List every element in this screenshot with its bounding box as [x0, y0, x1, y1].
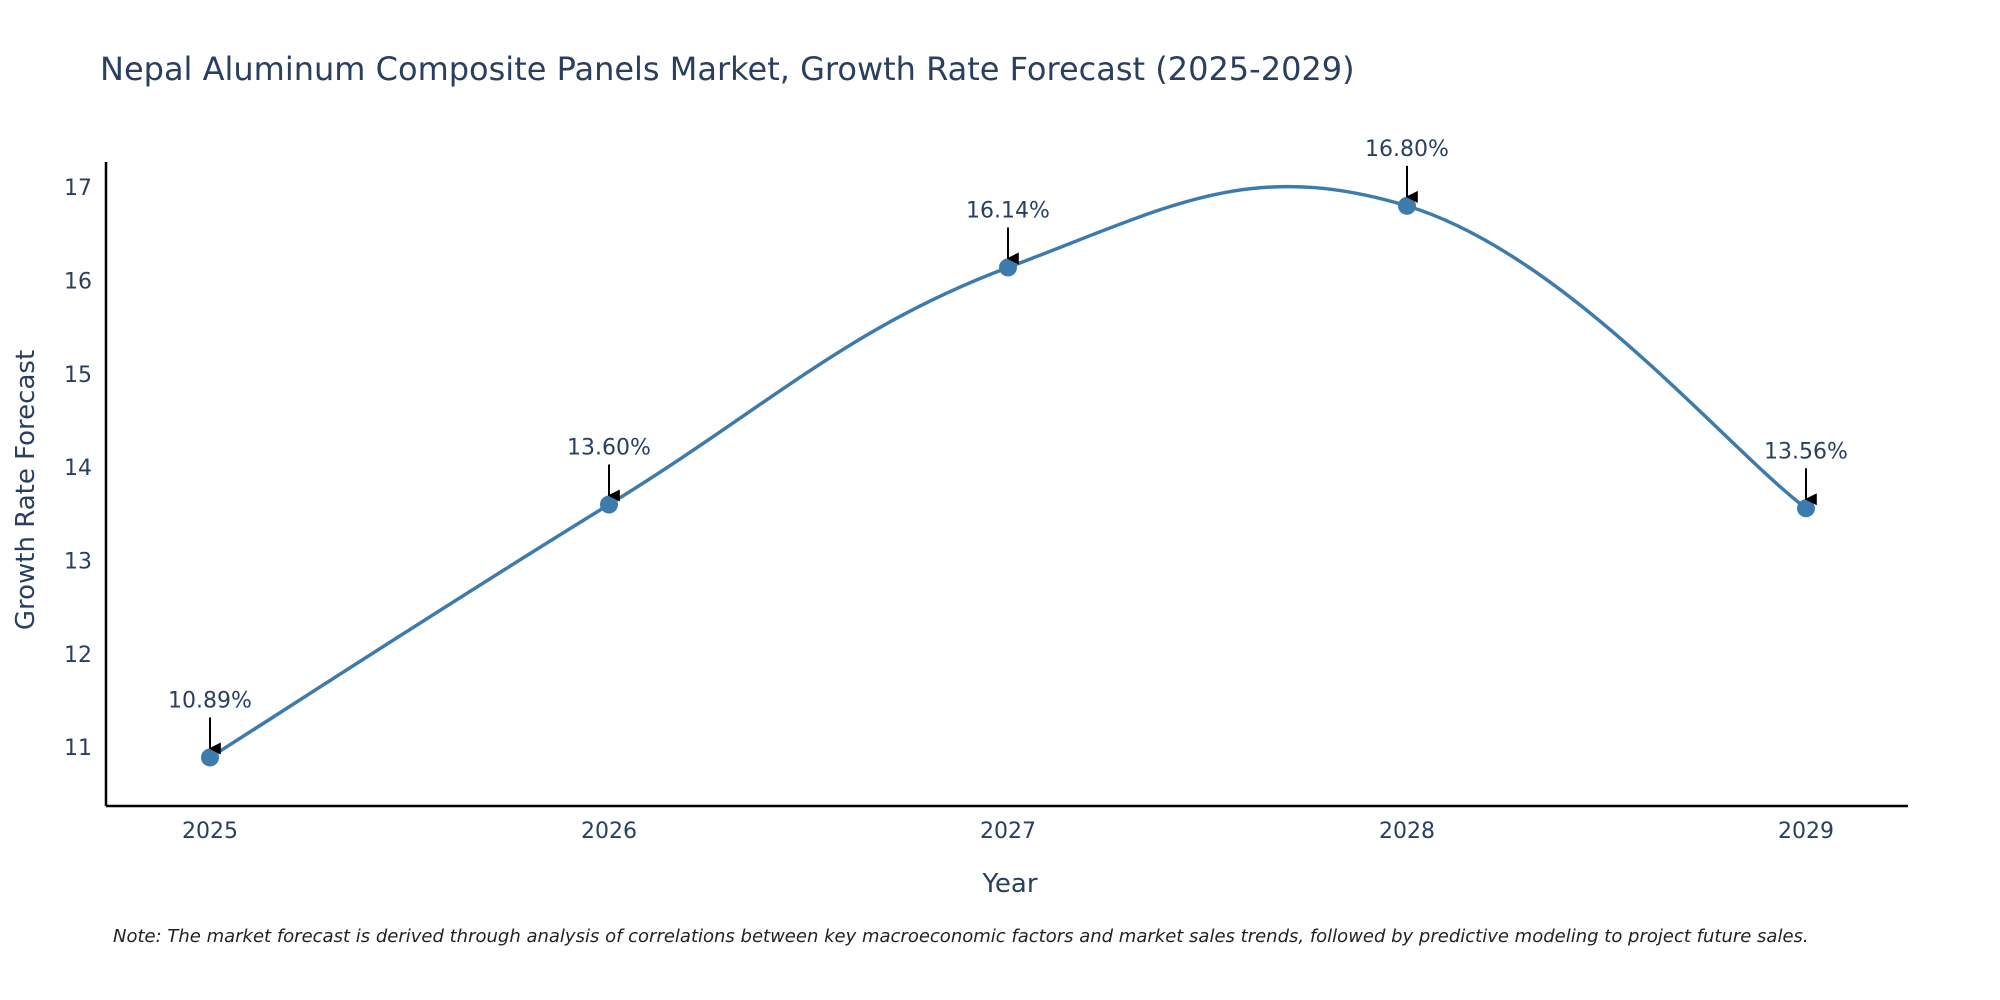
- data-point[interactable]: [600, 495, 618, 514]
- x-tick-label: 2028: [1379, 819, 1435, 844]
- x-tick-label: 2027: [980, 819, 1036, 844]
- y-tick-label: 15: [64, 363, 92, 388]
- y-tick-label: 17: [64, 176, 92, 201]
- y-tick-label: 13: [64, 550, 92, 575]
- chart-title: Nepal Aluminum Composite Panels Market, …: [100, 50, 1355, 88]
- data-point[interactable]: [999, 258, 1017, 277]
- footnote: Note: The market forecast is derived thr…: [113, 926, 1809, 947]
- data-label: 13.60%: [567, 436, 651, 461]
- x-tick-label: 2026: [581, 819, 637, 844]
- x-axis: 2025 2026 2027 2028 2029: [106, 804, 1908, 844]
- y-axis-title: Growth Rate Forecast: [11, 350, 41, 630]
- data-point[interactable]: [201, 748, 219, 767]
- data-label: 16.14%: [966, 198, 1050, 223]
- y-axis: 11 12 13 14 15 16 17: [64, 162, 108, 806]
- x-axis-title: Year: [981, 869, 1037, 899]
- data-label: 16.80%: [1365, 137, 1449, 162]
- y-tick-label: 12: [64, 643, 92, 668]
- y-tick-label: 11: [64, 736, 92, 761]
- data-point[interactable]: [1398, 196, 1416, 215]
- x-tick-label: 2029: [1778, 819, 1834, 844]
- x-tick-label: 2025: [182, 819, 238, 844]
- data-label: 10.89%: [168, 688, 252, 713]
- y-tick-label: 14: [64, 456, 92, 481]
- data-marks: 10.89% 13.60% 16.14% 16.80% 13.56%: [168, 137, 1848, 767]
- data-point[interactable]: [1797, 499, 1815, 518]
- data-label: 13.56%: [1764, 439, 1848, 464]
- y-tick-label: 16: [64, 270, 92, 295]
